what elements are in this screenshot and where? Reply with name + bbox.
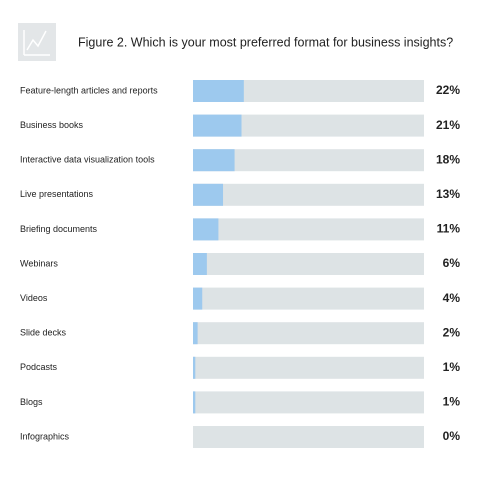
value-label: 22% (436, 83, 460, 97)
bar-track (193, 253, 424, 275)
bar-track (193, 356, 424, 379)
category-label: Videos (20, 293, 48, 303)
category-label: Webinars (20, 258, 58, 268)
value-label: 13% (436, 187, 460, 201)
bar-track (193, 391, 424, 414)
bar (193, 287, 203, 310)
bar (193, 322, 198, 345)
chart-title: Figure 2. Which is your most preferred f… (78, 35, 453, 49)
value-label: 6% (443, 256, 461, 270)
bar-track (193, 183, 424, 206)
value-label: 1% (443, 360, 461, 374)
bar-track (193, 287, 424, 310)
bar-track (193, 149, 424, 172)
bar-track (193, 114, 424, 137)
category-label: Interactive data visualization tools (20, 155, 155, 165)
value-label: 2% (443, 325, 461, 339)
value-label: 0% (443, 429, 461, 443)
bar (193, 391, 196, 414)
value-label: 21% (436, 118, 460, 132)
bar (193, 183, 224, 206)
value-label: 11% (437, 222, 461, 236)
bar-track (193, 426, 424, 448)
category-label: Briefing documents (20, 224, 98, 234)
category-label: Business books (20, 120, 84, 130)
category-label: Feature-length articles and reports (20, 85, 158, 95)
category-label: Live presentations (20, 189, 94, 199)
category-label: Podcasts (20, 362, 58, 372)
category-label: Slide decks (20, 328, 67, 338)
bar (193, 114, 242, 137)
value-label: 1% (443, 395, 461, 409)
bar (193, 149, 235, 172)
bar-track (193, 218, 424, 241)
category-label: Infographics (20, 431, 70, 441)
chart-icon (18, 23, 56, 61)
bar-track (193, 80, 424, 102)
bar-track (193, 322, 424, 345)
value-label: 18% (436, 152, 460, 166)
bar (193, 253, 207, 275)
bar (193, 218, 219, 241)
category-label: Blogs (20, 397, 43, 407)
value-label: 4% (443, 291, 461, 305)
bar (193, 80, 244, 102)
bar (193, 356, 196, 379)
